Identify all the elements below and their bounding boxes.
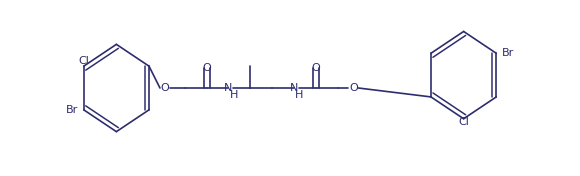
Text: Cl: Cl	[458, 117, 469, 127]
Text: Br: Br	[502, 48, 514, 58]
Text: O: O	[202, 63, 211, 73]
Text: Cl: Cl	[78, 56, 89, 66]
Text: H: H	[295, 90, 303, 100]
Text: O: O	[311, 63, 320, 73]
Text: O: O	[161, 83, 169, 93]
Text: Br: Br	[66, 105, 78, 115]
Text: H: H	[230, 90, 238, 100]
Text: N: N	[224, 83, 233, 93]
Text: O: O	[349, 83, 358, 93]
Text: N: N	[289, 83, 298, 93]
